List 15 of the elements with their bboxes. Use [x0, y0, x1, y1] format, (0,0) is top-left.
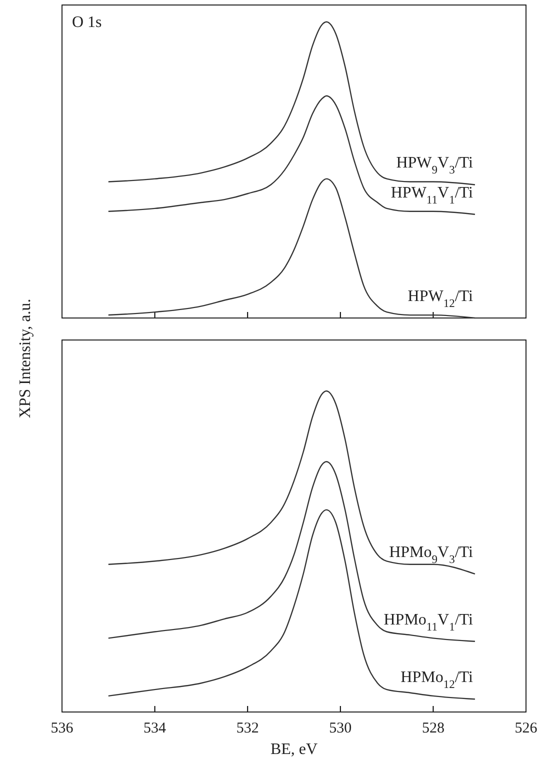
series-label: HPW$_{9}$V$_{3}$/Ti	[396, 154, 474, 177]
series-label: HPW$_{11}$V$_{1}$/Ti	[390, 184, 474, 206]
x-tick-label: 528	[422, 720, 444, 737]
x-tick-label: 534	[144, 720, 167, 737]
x-tick-label: 536	[50, 720, 74, 737]
x-tick-label: 532	[236, 720, 259, 737]
series-label: HPW$_{12}$/Ti	[408, 288, 474, 310]
series-label: HPMo$_{12}$/Ti	[400, 669, 474, 692]
annotation: O 1s	[72, 14, 102, 31]
x-tick-label: 526	[514, 720, 538, 737]
x-tick-label: 530	[329, 720, 352, 737]
x-axis-title: BE, eV	[270, 741, 318, 758]
series-label: HPMo$_{9}$V$_{3}$/Ti	[389, 544, 474, 566]
series-label: HPMo$_{11}$V$_{1}$/Ti	[384, 611, 474, 634]
y-axis-title: XPS Intensity, a.u.	[17, 298, 34, 418]
